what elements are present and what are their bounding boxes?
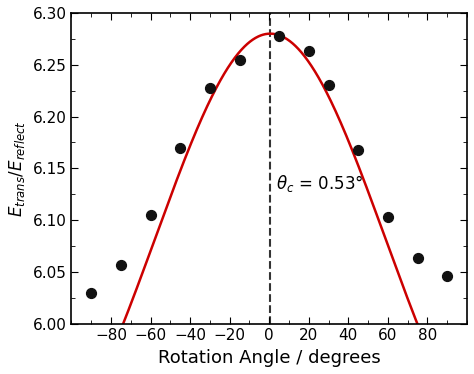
Point xyxy=(147,212,155,218)
Point xyxy=(384,214,392,220)
X-axis label: Rotation Angle / degrees: Rotation Angle / degrees xyxy=(158,349,381,367)
Point xyxy=(206,85,214,91)
Point xyxy=(325,82,332,88)
Point xyxy=(275,33,283,39)
Point xyxy=(355,147,362,153)
Point xyxy=(305,48,312,54)
Point xyxy=(176,145,184,151)
Y-axis label: $E_{trans}/E_{reflect}$: $E_{trans}/E_{reflect}$ xyxy=(7,120,27,217)
Point xyxy=(236,56,243,62)
Point xyxy=(444,273,451,279)
Text: $\theta_c$ = 0.53°: $\theta_c$ = 0.53° xyxy=(276,173,364,194)
Point xyxy=(414,255,421,261)
Point xyxy=(87,289,95,295)
Point xyxy=(117,262,125,268)
